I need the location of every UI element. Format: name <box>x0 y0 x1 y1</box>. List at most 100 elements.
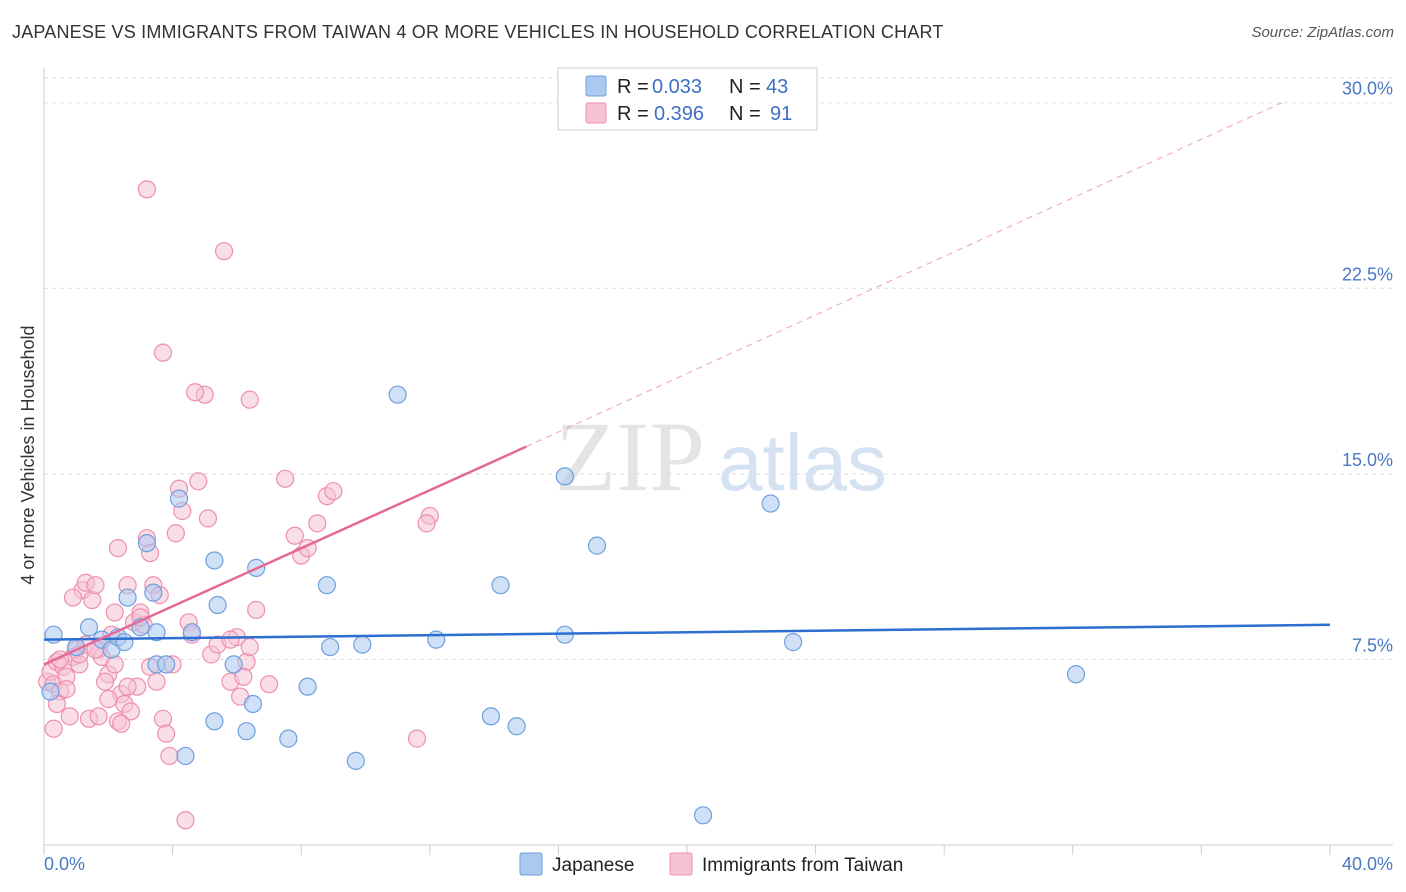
japanese-point <box>79 618 99 637</box>
japanese-point <box>427 630 446 649</box>
japanese-point <box>1066 665 1086 684</box>
japanese-point <box>243 694 263 714</box>
japanese-point <box>224 655 243 674</box>
taiwan-point <box>86 576 105 595</box>
chart-title: JAPANESE VS IMMIGRANTS FROM TAIWAN 4 OR … <box>12 22 944 42</box>
japanese-point <box>208 595 227 615</box>
taiwan-point <box>198 509 218 528</box>
taiwan-swatch <box>585 102 607 124</box>
japanese-point <box>693 806 713 825</box>
taiwan-trend-extension <box>526 102 1283 448</box>
taiwan-point <box>60 707 79 726</box>
japanese-point <box>783 633 803 652</box>
taiwan-point <box>247 600 266 620</box>
japanese-legend-label: Japanese <box>552 855 634 876</box>
taiwan-point <box>417 514 436 533</box>
taiwan-point <box>95 672 115 691</box>
taiwan-point <box>118 677 137 696</box>
taiwan-point <box>166 524 185 543</box>
japanese-point <box>41 682 60 701</box>
japanese-point <box>507 717 526 736</box>
taiwan-point <box>105 603 124 622</box>
taiwan-point <box>99 689 118 709</box>
y-tick-label: 7.5% <box>1352 635 1393 655</box>
x-tick-label-min: 0.0% <box>44 854 85 874</box>
taiwan-point <box>83 590 102 610</box>
taiwan-point <box>259 675 279 694</box>
y-tick-label: 15.0% <box>1342 450 1393 470</box>
taiwan-trend-line <box>43 445 527 666</box>
legend-n-value-japanese: 43 <box>766 76 788 98</box>
japanese-point <box>321 637 340 657</box>
taiwan-point <box>153 709 173 728</box>
taiwan-point <box>407 729 427 748</box>
taiwan-point <box>240 390 259 409</box>
taiwan-point <box>160 746 179 766</box>
japanese-point <box>157 655 176 674</box>
japanese-point <box>353 635 372 654</box>
trend-lines <box>43 102 1331 666</box>
japanese-point <box>761 494 780 513</box>
taiwan-point <box>285 526 304 545</box>
japanese-legend-swatch <box>519 852 543 876</box>
watermark-atlas: atlas <box>718 418 887 507</box>
y-axis-title: 4 or more Vehicles in Household <box>18 325 38 584</box>
taiwan-point <box>147 672 166 691</box>
taiwan-point <box>157 724 176 743</box>
taiwan-point <box>221 630 240 649</box>
japanese-point <box>346 751 365 770</box>
japanese-point <box>176 746 195 766</box>
taiwan-point <box>105 655 124 674</box>
taiwan-point <box>121 702 140 721</box>
taiwan-point <box>108 538 128 558</box>
taiwan-point <box>324 482 343 501</box>
japanese-point <box>118 588 137 607</box>
data-points <box>38 180 1086 830</box>
japanese-trend-line <box>43 623 1331 641</box>
taiwan-point <box>153 343 173 362</box>
japanese-swatch <box>585 75 607 97</box>
taiwan-point <box>276 469 295 488</box>
taiwan-point <box>112 714 131 733</box>
taiwan-legend-label: Immigrants from Taiwan <box>702 855 903 876</box>
taiwan-point <box>44 719 63 738</box>
taiwan-point <box>308 514 327 533</box>
japanese-point <box>481 707 500 726</box>
taiwan-point <box>137 180 156 199</box>
watermark-zip: ZIP <box>555 401 705 512</box>
japanese-point <box>182 623 201 642</box>
source-label: Source: ZipAtlas.com <box>1251 24 1394 41</box>
taiwan-point <box>63 588 83 607</box>
japanese-point <box>115 633 134 652</box>
japanese-point <box>169 489 189 508</box>
legend-r-label-taiwan: R = <box>617 103 649 125</box>
japanese-point <box>298 677 317 696</box>
legend-r-label-japanese: R = <box>617 76 649 98</box>
taiwan-point <box>176 811 195 830</box>
legend-n-label-japanese: N = <box>729 76 761 98</box>
axes: 7.5% 15.0% 22.5% 30.0% 0.0% 40.0% <box>43 68 1393 874</box>
legend-n-label-taiwan: N = <box>729 103 761 125</box>
taiwan-point <box>240 637 259 657</box>
legend-n-value-taiwan: 91 <box>770 103 792 125</box>
japanese-point <box>205 712 224 731</box>
series-legend: Japanese Immigrants from Taiwan <box>519 852 903 876</box>
x-tick-label-max: 40.0% <box>1342 854 1393 874</box>
taiwan-point <box>89 707 108 726</box>
taiwan-legend-swatch <box>669 852 693 876</box>
japanese-point <box>279 729 298 748</box>
taiwan-point <box>189 472 208 491</box>
japanese-point <box>144 583 163 602</box>
japanese-point <box>388 385 407 404</box>
taiwan-point <box>214 242 234 261</box>
legend-r-value-japanese: 0.033 <box>652 76 702 98</box>
japanese-point <box>491 576 510 595</box>
y-tick-label: 22.5% <box>1342 264 1393 284</box>
japanese-point <box>147 623 166 642</box>
japanese-point <box>205 551 224 570</box>
taiwan-point <box>234 667 253 686</box>
taiwan-point <box>186 383 205 402</box>
stats-legend: R = 0.033 N = 43 R = 0.396 N = 91 <box>557 67 818 131</box>
japanese-point <box>555 467 574 486</box>
